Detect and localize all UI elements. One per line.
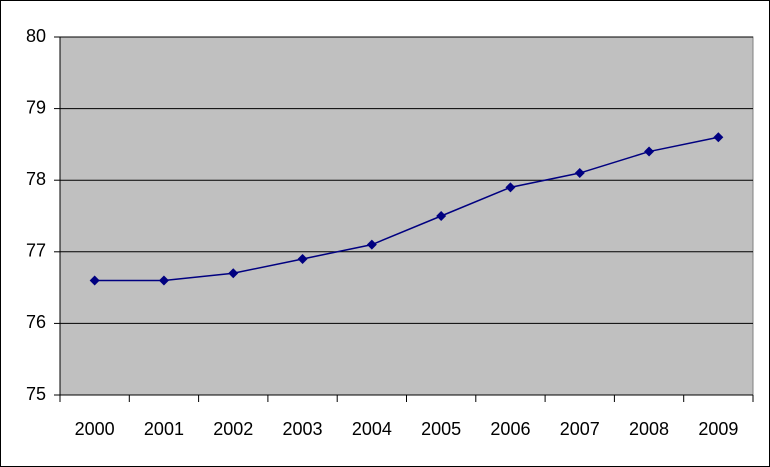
marker [89, 275, 100, 286]
line [94, 136, 719, 282]
plot-area [59, 36, 754, 396]
x-tick-label: 2006 [490, 419, 530, 439]
marker [436, 211, 447, 221]
y-tick-label: 80 [26, 26, 46, 46]
marker [366, 239, 377, 250]
x-tick-label: 2002 [213, 419, 253, 439]
x-tick-label: 2007 [560, 419, 600, 439]
x-tick-label: 2001 [144, 419, 184, 439]
x-tick-label: 2004 [352, 419, 392, 439]
marker [713, 132, 724, 143]
marker [505, 182, 516, 193]
y-tick-label: 77 [26, 241, 46, 261]
marker [297, 253, 308, 264]
y-tick-label: 75 [26, 384, 46, 404]
x-tick-label: 2005 [421, 419, 461, 439]
x-tick-label: 2008 [629, 419, 669, 439]
marker [228, 268, 239, 279]
x-tick-label: 2000 [75, 419, 115, 439]
y-tick-label: 78 [26, 169, 46, 189]
marker [644, 146, 655, 157]
marker [574, 168, 585, 179]
x-tick-label: 2003 [283, 419, 323, 439]
y-tick-label: 79 [26, 97, 46, 117]
y-tick-label: 76 [26, 312, 46, 332]
marker [158, 275, 169, 286]
x-tick-label: 2009 [698, 419, 738, 439]
